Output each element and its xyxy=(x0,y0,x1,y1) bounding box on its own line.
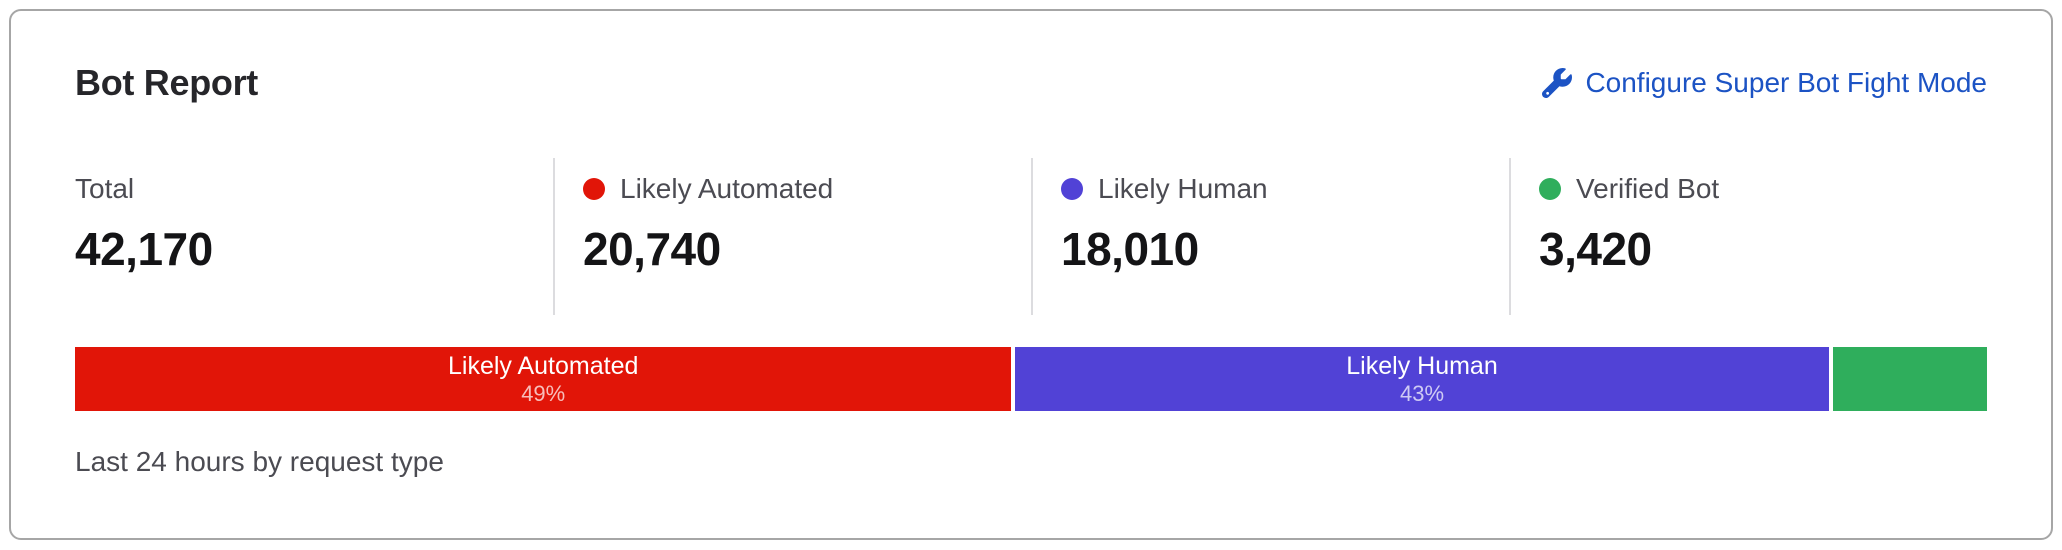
wrench-icon xyxy=(1542,67,1573,98)
bar-segment-label: Likely Automated xyxy=(448,352,639,380)
bar-segment-likely-automated: Likely Automated 49% xyxy=(75,347,1012,411)
bar-segment-percent: 43% xyxy=(1399,381,1445,406)
stat-likely-human: Likely Human 18,010 xyxy=(1031,158,1509,315)
stat-label: Verified Bot xyxy=(1576,173,1720,204)
configure-super-bot-fight-mode-link[interactable]: Configure Super Bot Fight Mode xyxy=(1542,66,1987,100)
stat-label: Likely Human xyxy=(1098,173,1268,204)
stats-row: Total 42,170 Likely Automated 20,740 Lik… xyxy=(75,158,1987,315)
bar-segment-label: Likely Human xyxy=(1346,352,1498,380)
likely-human-dot-icon xyxy=(1061,178,1083,200)
page-title: Bot Report xyxy=(75,62,258,103)
stat-label: Total xyxy=(75,173,135,204)
likely-automated-dot-icon xyxy=(583,178,605,200)
bar-segment-percent: 49% xyxy=(521,381,566,406)
footnote: Last 24 hours by request type xyxy=(75,446,444,477)
stacked-bar: Likely Automated 49% Likely Human 43% xyxy=(75,347,1988,411)
card-header: Bot Report Configure Super Bot Fight Mod… xyxy=(75,61,1987,104)
bot-report-card: Bot Report Configure Super Bot Fight Mod… xyxy=(9,9,2053,540)
stat-verified-bot: Verified Bot 3,420 xyxy=(1509,158,1987,315)
stat-value: 42,170 xyxy=(75,223,213,275)
stat-label: Likely Automated xyxy=(620,173,834,204)
stat-total: Total 42,170 xyxy=(75,158,553,315)
stat-likely-automated: Likely Automated 20,740 xyxy=(553,158,1031,315)
stat-value: 20,740 xyxy=(583,223,721,275)
bar-segment-likely-human: Likely Human 43% xyxy=(1015,347,1829,411)
configure-link-label: Configure Super Bot Fight Mode xyxy=(1585,66,1987,98)
verified-bot-dot-icon xyxy=(1539,178,1561,200)
bar-segment-verified-bot xyxy=(1832,347,1988,411)
stat-value: 3,420 xyxy=(1539,223,1652,275)
stat-value: 18,010 xyxy=(1061,223,1199,275)
